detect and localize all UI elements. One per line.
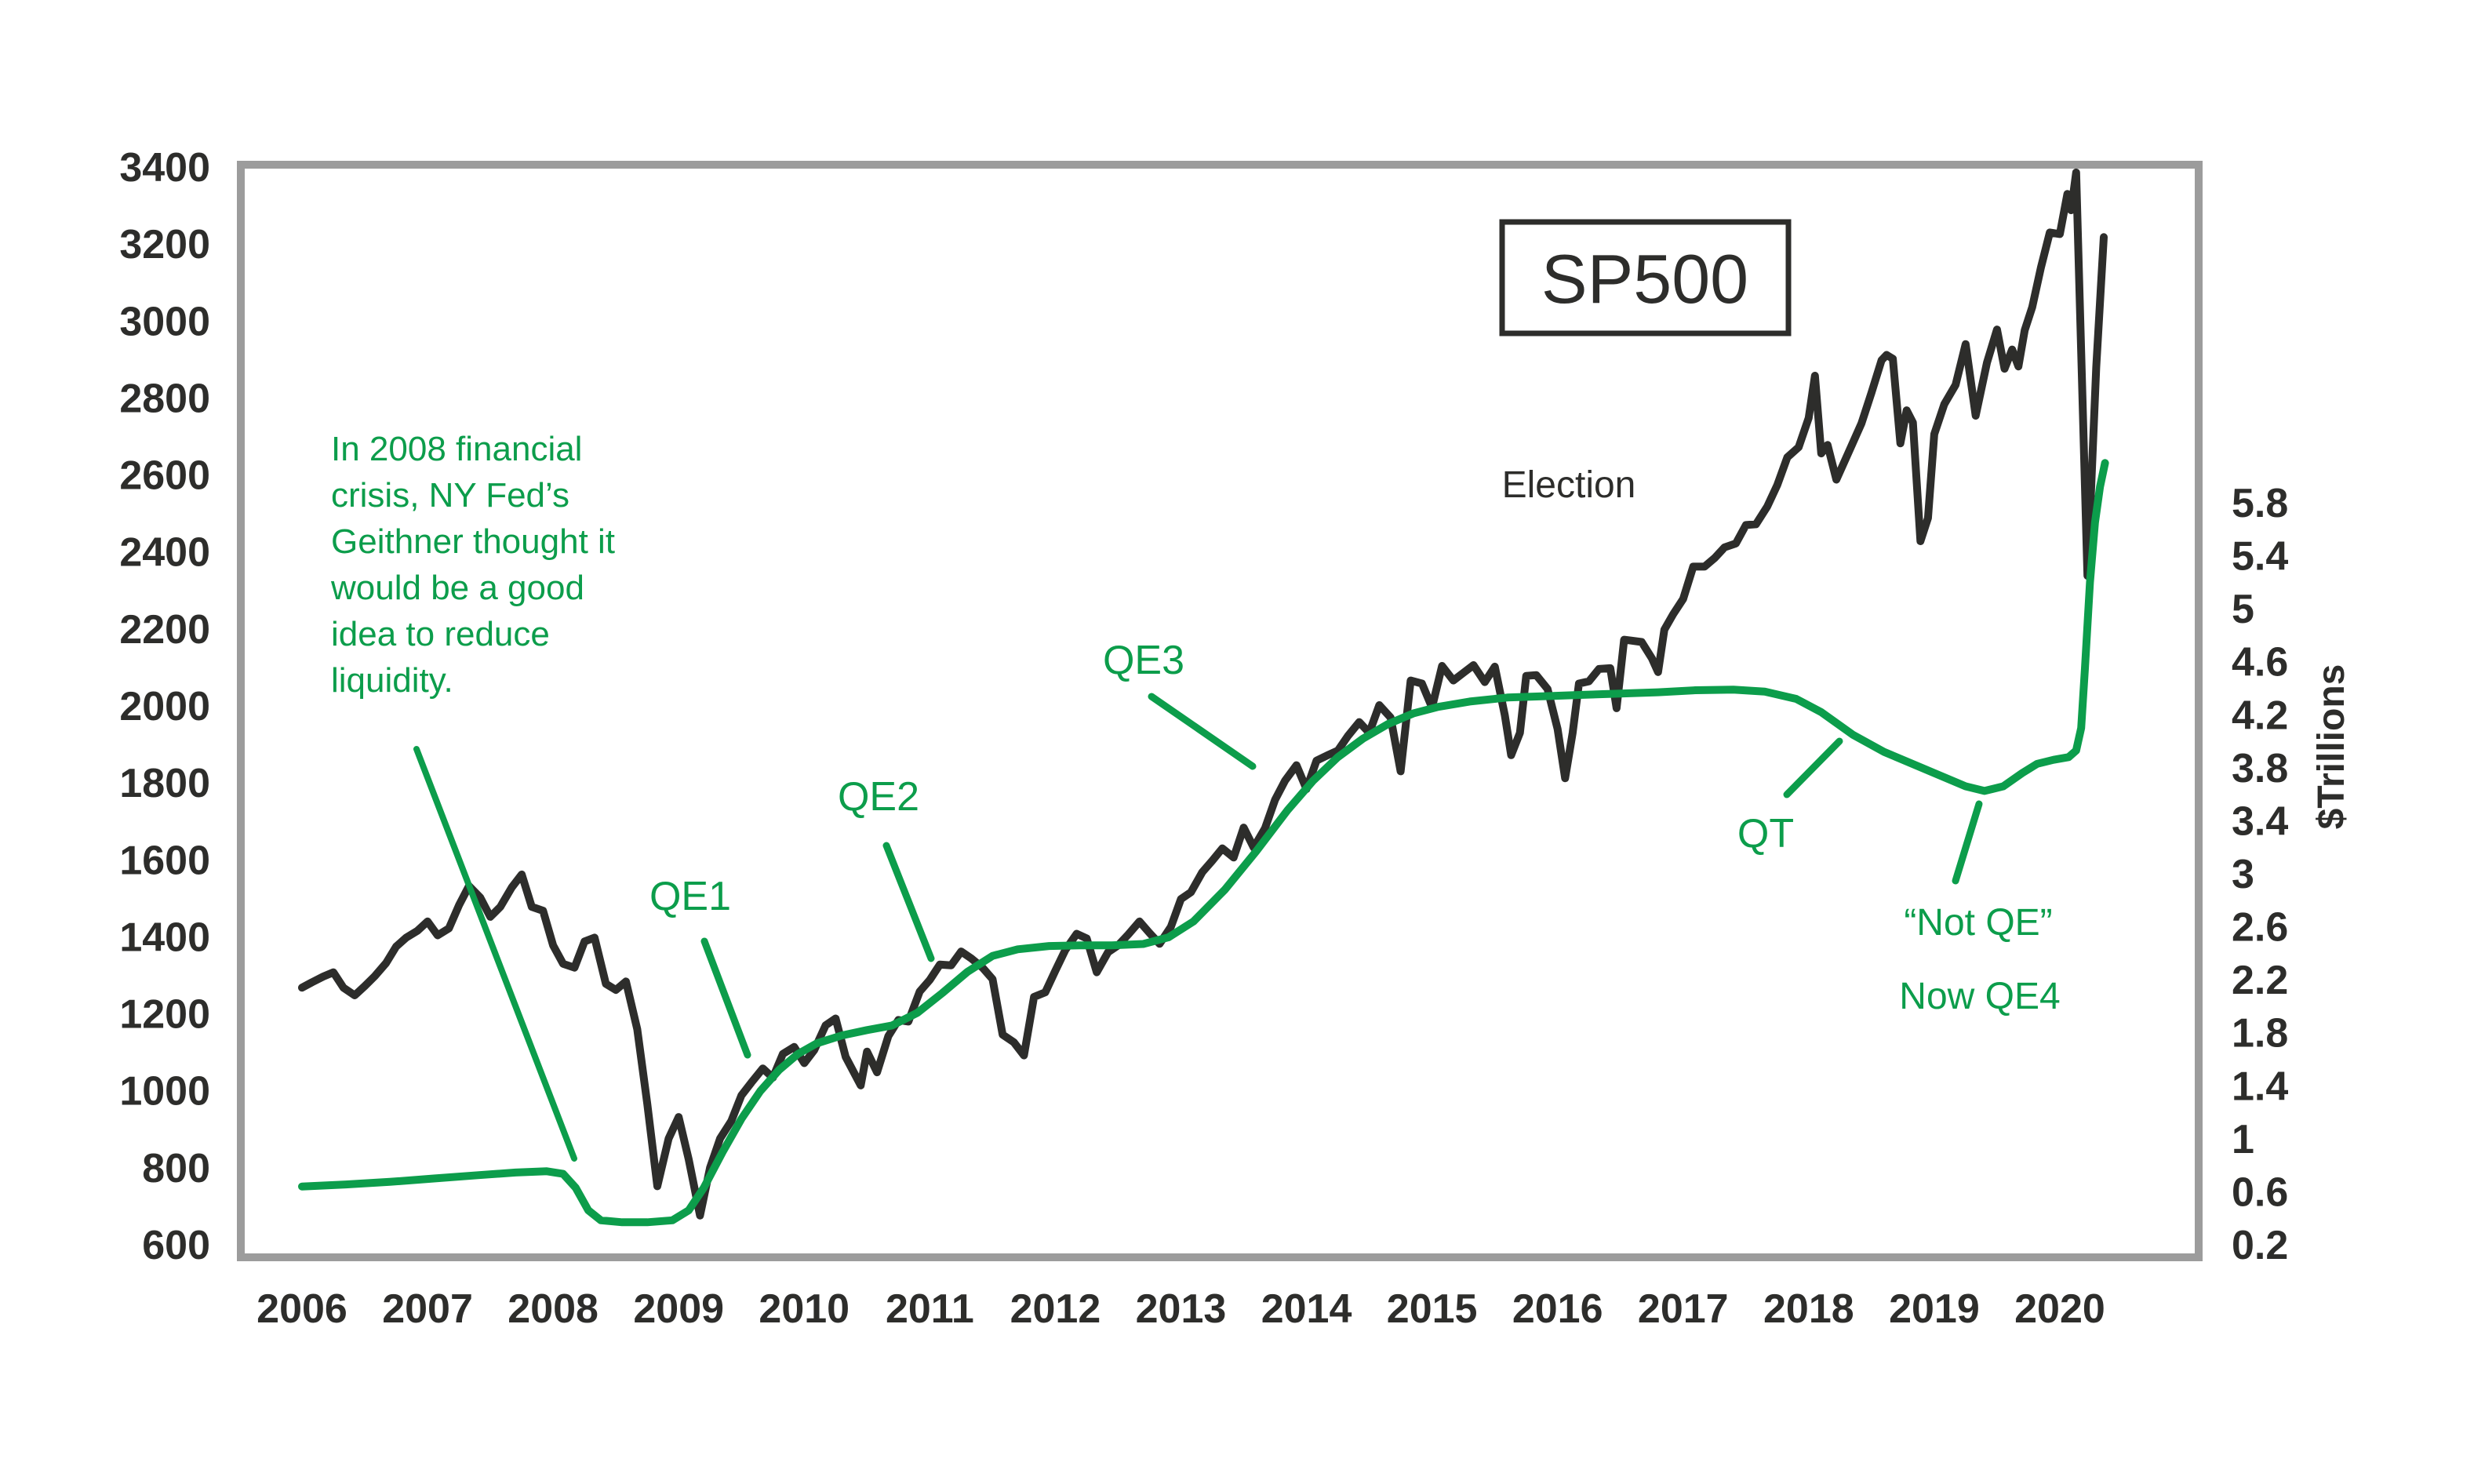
right-axis-tick-label: 3.8 — [2232, 746, 2288, 791]
x-axis-tick-label: 2017 — [1638, 1286, 1729, 1332]
right-axis-tick-label: 1.4 — [2232, 1064, 2288, 1109]
qt-leader-line — [1783, 737, 1843, 798]
x-axis-tick-label: 2006 — [256, 1286, 347, 1332]
right-axis-tick-label: 5 — [2232, 587, 2254, 632]
now-qe4-label: Now QE4 — [1899, 976, 2060, 1017]
right-axis-tick-label: 4.2 — [2232, 693, 2288, 738]
sp500-legend: SP500 — [1499, 219, 1792, 336]
left-axis-tick-label: 2400 — [119, 530, 210, 576]
not-qe-label: “Not QE” — [1904, 902, 2052, 944]
crisis-note-leader-line — [413, 746, 577, 1162]
qe3-label: QE3 — [1103, 638, 1184, 683]
x-axis-tick-label: 2010 — [759, 1286, 850, 1332]
x-axis-tick-label: 2008 — [508, 1286, 598, 1332]
right-axis-tick-label: 4.6 — [2232, 640, 2288, 686]
x-axis-tick-label: 2013 — [1136, 1286, 1227, 1332]
left-axis-tick-label: 1400 — [119, 915, 210, 960]
right-axis-tick-label: 2.6 — [2232, 905, 2288, 951]
right-axis-ticks: 5.8 5.4 5 4.6 4.2 3.8 3.4 3 2.6 2.2 1.8 1.4 1 0.6 0.2 — [2232, 481, 2288, 1268]
left-axis-tick-label: 3200 — [119, 222, 210, 267]
right-axis-tick-label: 0.2 — [2232, 1223, 2288, 1268]
not-qe-leader-line — [1952, 800, 1983, 885]
election-label: Election — [1502, 464, 1636, 506]
right-axis-tick-label: 1 — [2232, 1117, 2254, 1162]
qe1-label: QE1 — [649, 874, 731, 919]
crisis-note-line-2: crisis, NY Fed’s — [331, 476, 569, 515]
x-axis-tick-label: 2016 — [1512, 1286, 1603, 1332]
crisis-note-line-5: idea to reduce — [331, 615, 550, 653]
x-axis-ticks: 2006 2007 2008 2009 2010 2011 2012 2013 2014 2015… — [256, 1286, 2105, 1332]
x-axis-tick-label: 2007 — [382, 1286, 473, 1332]
sp500-series-line — [298, 168, 2108, 1220]
left-axis-tick-label: 2000 — [119, 684, 210, 729]
x-axis-tick-label: 2009 — [633, 1286, 724, 1332]
right-axis-tick-label: 2.2 — [2232, 958, 2288, 1003]
x-axis-tick-label: 2014 — [1261, 1286, 1352, 1332]
x-axis-tick-label: 2012 — [1010, 1286, 1101, 1332]
qt-label: QT — [1737, 811, 1794, 857]
left-axis-tick-label: 2600 — [119, 453, 210, 499]
left-axis-tick-label: 600 — [142, 1223, 210, 1268]
left-axis-tick-label: 800 — [142, 1146, 210, 1191]
x-axis-tick-label: 2019 — [1889, 1286, 1980, 1332]
right-axis-tick-label: 3.4 — [2232, 798, 2288, 844]
left-axis-tick-label: 2800 — [119, 376, 210, 421]
right-axis-tick-label: 0.6 — [2232, 1169, 2288, 1215]
crisis-note-line-3: Geithner thought it — [331, 522, 615, 561]
fed-balance-series-line — [298, 459, 2109, 1227]
sp500-legend-box — [1499, 219, 1792, 336]
left-axis-tick-label: 3400 — [119, 145, 210, 191]
x-axis-tick-label: 2015 — [1387, 1286, 1478, 1332]
qe2-leader-line — [882, 842, 935, 962]
sp500-legend-label: SP500 — [1541, 240, 1748, 318]
right-axis-tick-label: 5.8 — [2232, 481, 2288, 526]
left-axis-tick-label: 1600 — [119, 838, 210, 883]
right-axis-tick-label: 3 — [2232, 852, 2254, 897]
crisis-note-line-4: would be a good — [330, 569, 584, 607]
crisis-note-line-1: In 2008 financial — [331, 430, 582, 468]
x-axis-tick-label: 2020 — [2014, 1286, 2105, 1332]
left-axis-ticks: 3400 3200 3000 2800 2600 2400 2200 2000 1800 1600… — [119, 145, 210, 1268]
right-axis-title: $Trillions — [2311, 664, 2352, 830]
left-axis-tick-label: 1200 — [119, 992, 210, 1038]
left-axis-tick-label: 2200 — [119, 607, 210, 653]
crisis-note: In 2008 financial crisis, NY Fed’s Geith… — [330, 430, 615, 700]
right-axis-tick-label: 1.8 — [2232, 1011, 2288, 1057]
right-axis-tick-label: 5.4 — [2232, 534, 2288, 580]
qe3-leader-line — [1148, 693, 1257, 770]
qe2-label: QE2 — [838, 774, 919, 820]
x-axis-tick-label: 2018 — [1763, 1286, 1854, 1332]
plot-border — [237, 161, 2203, 1261]
left-axis-tick-label: 3000 — [119, 299, 210, 344]
x-axis-tick-label: 2011 — [886, 1286, 974, 1332]
qe1-leader-line — [700, 937, 751, 1059]
crisis-note-line-6: liquidity. — [331, 661, 453, 700]
left-axis-tick-label: 1800 — [119, 761, 210, 806]
left-axis-tick-label: 1000 — [119, 1069, 210, 1115]
